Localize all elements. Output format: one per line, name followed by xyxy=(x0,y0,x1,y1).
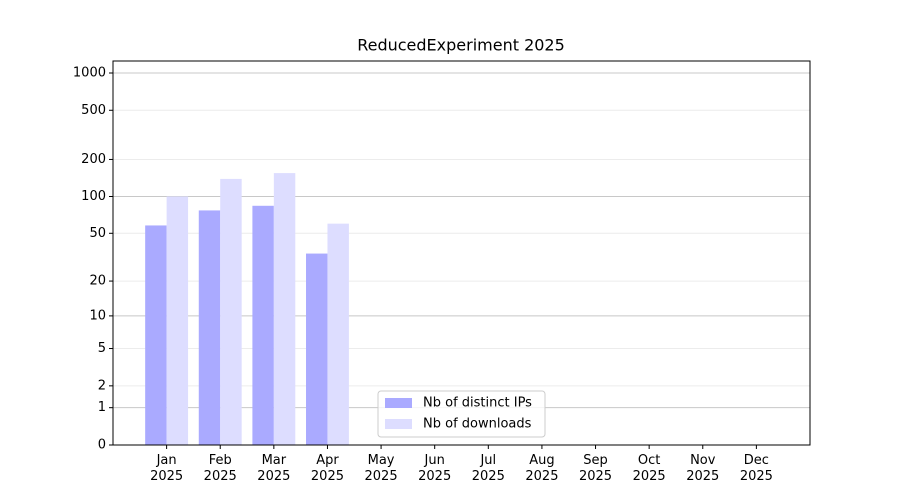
x-tick-label: Jun 2025 xyxy=(418,453,452,484)
y-tick-label: 100 xyxy=(81,189,106,204)
legend-box xyxy=(377,390,546,438)
y-tick-label: 1000 xyxy=(73,66,106,81)
x-tick-label: May 2025 xyxy=(364,453,398,484)
plot-frame xyxy=(112,60,811,446)
legend-swatch xyxy=(385,419,412,429)
bar xyxy=(220,178,242,445)
y-tick-label: 10 xyxy=(89,308,106,323)
y-tick-label: 2 xyxy=(98,378,106,393)
bar xyxy=(166,196,189,445)
x-tick-label: Aug 2025 xyxy=(525,453,559,484)
bar xyxy=(273,173,296,445)
x-tick-label: Oct 2025 xyxy=(632,453,666,484)
legend-label: Nb of downloads xyxy=(423,417,532,432)
bar xyxy=(327,223,349,445)
y-tick-label: 200 xyxy=(81,152,106,167)
bar xyxy=(306,253,328,445)
legend-swatch xyxy=(385,398,412,408)
bar xyxy=(145,225,167,445)
y-tick-label: 1 xyxy=(98,400,106,415)
chart-title: ReducedExperiment 2025 xyxy=(357,36,565,55)
x-tick-label: Jan 2025 xyxy=(150,453,184,484)
x-tick-label: Jul 2025 xyxy=(471,453,505,484)
x-tick-label: Sep 2025 xyxy=(578,453,613,484)
legend-label: Nb of distinct IPs xyxy=(423,396,532,411)
x-tick-label: Feb 2025 xyxy=(203,453,237,484)
y-tick-label: 0 xyxy=(98,438,106,453)
legend: Nb of distinct IPs Nb of downloads xyxy=(377,390,546,438)
x-tick-label: Mar 2025 xyxy=(257,453,291,484)
bar xyxy=(252,205,274,445)
y-tick-label: 500 xyxy=(81,103,106,118)
x-tick-label: Dec 2025 xyxy=(739,453,773,484)
y-tick-label: 50 xyxy=(89,226,106,241)
y-tick-label: 5 xyxy=(98,341,106,356)
x-tick-label: Nov 2025 xyxy=(686,453,720,484)
y-tick-label: 20 xyxy=(89,274,106,289)
x-tick-label: Apr 2025 xyxy=(310,453,344,484)
bar xyxy=(198,210,221,445)
